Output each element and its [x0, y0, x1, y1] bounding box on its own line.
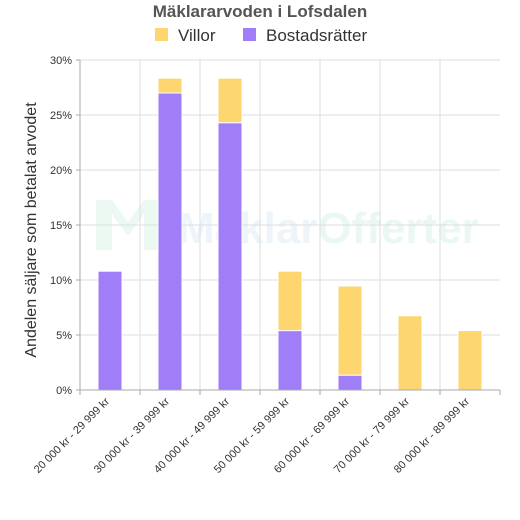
- legend-label[interactable]: Bostadsrätter: [266, 26, 367, 45]
- watermark-text-a: Mäklar: [178, 204, 317, 253]
- bar-segment[interactable]: [157, 77, 183, 94]
- legend: Villor Bostadsrätter: [155, 26, 367, 45]
- bar-segment[interactable]: [277, 270, 303, 332]
- y-tick-label: 25%: [50, 110, 72, 122]
- grid: [80, 59, 500, 390]
- y-axis-label: Andelen säljare som betalat arvodet: [23, 102, 40, 358]
- axes: [76, 59, 501, 395]
- bars: [97, 77, 483, 391]
- bar-segment[interactable]: [97, 270, 123, 391]
- y-tick-label: 15%: [50, 220, 72, 232]
- watermark: MäklarOfferter: [96, 200, 479, 253]
- bar-segment[interactable]: [217, 77, 243, 124]
- bar-segment[interactable]: [397, 315, 423, 391]
- y-tick-label: 30%: [50, 55, 72, 67]
- bar-segment[interactable]: [337, 374, 363, 391]
- y-tick-label: 0%: [56, 385, 72, 397]
- watermark-text: MäklarOfferter: [178, 204, 479, 253]
- watermark-text-b: Offerter: [317, 204, 478, 253]
- legend-label[interactable]: Villor: [178, 26, 216, 45]
- y-tick-label: 10%: [50, 275, 72, 287]
- legend-swatch[interactable]: [155, 28, 168, 41]
- legend-swatch[interactable]: [243, 28, 256, 41]
- bar-segment[interactable]: [337, 285, 363, 376]
- chart-title: Mäklararvoden i Lofsdalen: [153, 2, 367, 21]
- bar-segment[interactable]: [457, 330, 483, 391]
- bar-segment[interactable]: [277, 330, 303, 391]
- y-tick-labels: 0% 5% 10% 15% 20% 25% 30%: [50, 55, 72, 397]
- bar-segment[interactable]: [217, 122, 243, 391]
- y-tick-label: 20%: [50, 165, 72, 177]
- bar-segment[interactable]: [157, 92, 183, 391]
- y-tick-label: 5%: [56, 330, 72, 342]
